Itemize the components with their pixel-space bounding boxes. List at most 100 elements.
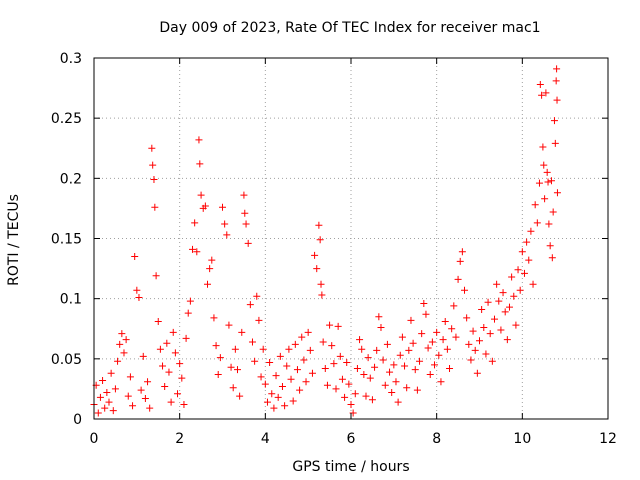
data-point — [553, 65, 561, 73]
data-point — [529, 280, 537, 288]
data-point — [184, 309, 192, 317]
data-point — [463, 314, 471, 322]
data-point — [214, 370, 222, 378]
data-point — [495, 297, 503, 305]
data-point — [343, 358, 351, 366]
data-point — [345, 380, 353, 388]
data-point — [433, 328, 441, 336]
data-point — [154, 318, 162, 326]
data-point — [274, 393, 282, 401]
data-point — [227, 363, 235, 371]
data-point — [336, 352, 344, 360]
data-point — [514, 266, 522, 274]
data-point — [272, 372, 280, 380]
data-point — [316, 236, 324, 244]
data-point — [396, 351, 404, 359]
data-point — [552, 77, 560, 85]
data-point — [379, 356, 387, 364]
data-point — [473, 369, 481, 377]
data-point — [407, 316, 415, 324]
data-point — [221, 220, 229, 228]
data-point — [236, 392, 244, 400]
data-point — [270, 404, 278, 412]
data-point — [411, 366, 419, 374]
data-point — [364, 354, 372, 362]
data-point — [503, 336, 511, 344]
data-point — [263, 398, 271, 406]
data-point — [122, 336, 130, 344]
y-axis-title: ROTI / TECUs — [6, 194, 22, 286]
data-point — [501, 308, 509, 316]
data-point — [96, 393, 104, 401]
data-point — [547, 177, 555, 185]
data-point — [204, 280, 212, 288]
data-point — [180, 401, 188, 409]
data-point — [326, 321, 334, 329]
data-point — [413, 386, 421, 394]
data-point — [431, 361, 439, 369]
data-point — [137, 386, 145, 394]
data-point — [422, 310, 430, 318]
x-axis-title: GPS time / hours — [292, 459, 409, 475]
data-point — [244, 239, 252, 247]
data-point — [191, 219, 199, 227]
data-point — [216, 354, 224, 362]
data-point — [545, 220, 553, 228]
data-point — [353, 364, 361, 372]
data-point — [101, 404, 109, 412]
data-point — [490, 315, 498, 323]
data-point — [261, 380, 269, 388]
data-point — [285, 345, 293, 353]
data-point — [456, 257, 464, 265]
data-point — [332, 385, 340, 393]
data-point — [484, 298, 492, 306]
data-point — [533, 219, 541, 227]
data-point — [471, 346, 479, 354]
data-point — [255, 316, 263, 324]
data-point — [105, 398, 113, 406]
y-tick-label: 0.1 — [60, 292, 82, 308]
data-point — [360, 370, 368, 378]
data-point — [428, 338, 436, 346]
data-point — [139, 352, 147, 360]
data-point — [553, 96, 561, 104]
x-tick-label: 6 — [347, 431, 356, 447]
data-point — [486, 330, 494, 338]
data-point — [540, 161, 548, 169]
data-point — [426, 370, 434, 378]
data-point — [531, 201, 539, 209]
data-point — [293, 366, 301, 374]
data-point — [248, 338, 256, 346]
data-point — [223, 231, 231, 239]
data-point — [493, 280, 501, 288]
data-point — [499, 289, 507, 297]
data-point — [508, 273, 516, 281]
data-point — [541, 195, 549, 203]
data-point — [452, 333, 460, 341]
data-point — [542, 89, 550, 97]
data-point — [512, 321, 520, 329]
data-point — [386, 368, 394, 376]
data-point — [465, 340, 473, 348]
data-point — [420, 299, 428, 307]
data-point — [278, 383, 286, 391]
data-point — [439, 336, 447, 344]
data-point — [246, 301, 254, 309]
data-point — [443, 345, 451, 353]
data-point — [317, 280, 325, 288]
data-point — [120, 349, 128, 357]
data-point — [523, 238, 531, 246]
data-point — [467, 356, 475, 364]
data-point — [94, 409, 102, 417]
data-point — [231, 345, 239, 353]
data-point — [174, 390, 182, 398]
data-point — [371, 363, 379, 371]
data-point — [107, 369, 115, 377]
data-point — [347, 401, 355, 409]
data-point — [341, 393, 349, 401]
data-point — [148, 144, 156, 152]
data-point — [311, 251, 319, 259]
data-point — [398, 333, 406, 341]
data-point — [543, 168, 551, 176]
data-point — [124, 392, 132, 400]
